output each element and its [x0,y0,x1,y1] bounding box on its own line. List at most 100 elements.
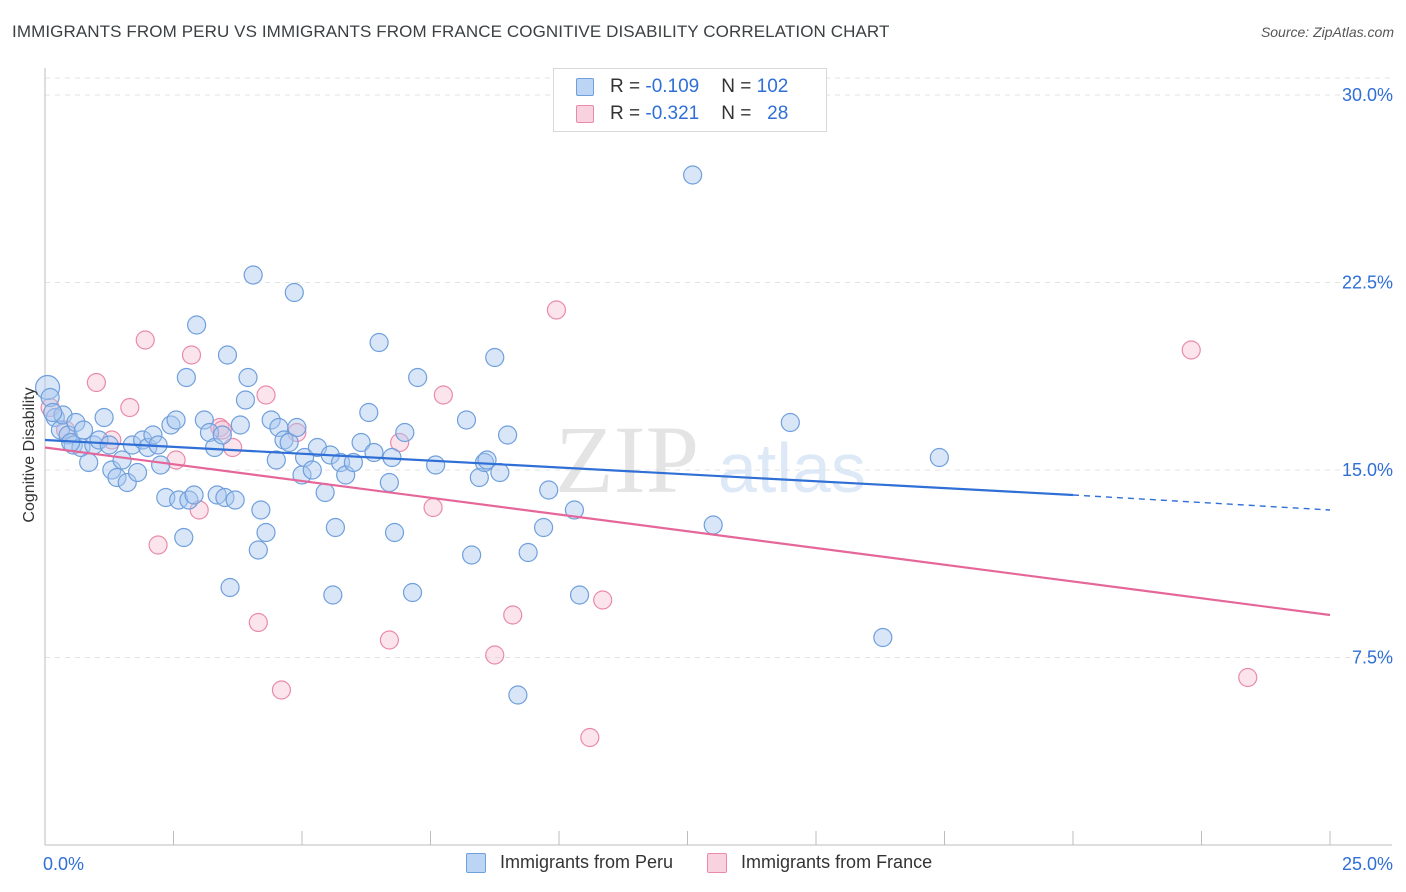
peru-point [274,430,294,450]
legend-item-peru[interactable]: Immigrants from Peru [466,852,673,873]
peru-point [117,472,137,493]
france-point [120,397,140,418]
peru-point [243,265,263,285]
peru-point [166,410,186,430]
france-point [390,432,410,453]
france-point [210,417,230,438]
peru-point [220,577,240,598]
peru-point [73,420,94,440]
axes [44,68,1392,846]
watermark-zip: ZIP [555,406,699,513]
watermark: ZIP atlas [555,406,866,513]
trend-lines [44,438,1331,617]
peru-point [533,517,554,538]
france-point [271,680,292,700]
peru-trend-line [44,438,1074,497]
peru-point [94,407,114,428]
stats-legend: R = -0.109 N = 102 R = -0.321 N = 28 [553,68,827,132]
france-point [256,385,276,405]
peru-point [284,282,304,303]
peru-point [187,315,207,335]
legend-n-value: 102 [756,76,789,97]
peru-point [212,425,232,445]
france-point [593,590,613,610]
peru-point [176,367,196,388]
peru-point [703,515,723,535]
y-tick-label: 22.5% [1342,273,1393,293]
legend-row-peru: R = -0.109 N = 102 [576,75,788,99]
peru-point [127,462,148,483]
tick-labels: 7.5% 15.0% 22.5% 30.0% 0.0% 25.0% [43,85,1393,874]
peru-point [384,522,405,543]
peru-point [184,485,204,505]
legend-r-label: R = [610,103,646,124]
peru-point [379,472,399,493]
x-tick-label: 25.0% [1342,854,1393,874]
peru-point [143,425,163,445]
peru-point [107,467,127,488]
peru-point [359,402,379,423]
peru-legend-swatch [466,852,486,873]
peru-point [99,435,119,455]
peru-point [207,485,227,505]
peru-point [518,542,538,563]
peru-trend-extension [1072,494,1331,511]
legend-row-france: R = -0.321 N = 28 [576,102,788,126]
peru-point [456,410,477,430]
chart-title: IMMIGRANTS FROM PERU VS IMMIGRANTS FROM … [12,22,890,41]
peru-point [315,482,335,503]
watermark-atlas: atlas [718,429,866,507]
peru-point [351,432,371,453]
x-tick-label: 0.0% [43,854,84,874]
peru-point [230,415,250,435]
france-legend-swatch [707,852,728,873]
peru-point [261,410,281,430]
peru-point [194,410,214,430]
peru-point [112,450,132,470]
peru-points [34,110,949,705]
france-point [86,372,107,393]
source-label: Source: ZipAtlas.com [1260,24,1394,40]
peru-point [539,480,559,500]
legend-n-value: 28 [756,103,789,124]
y-tick-label: 30.0% [1342,85,1393,105]
peru-point [426,455,446,475]
peru-point [66,412,86,433]
peru-point [235,390,256,410]
peru-point [174,527,194,548]
legend-n-label: N = [721,103,757,124]
peru-point [40,387,60,408]
peru-point [266,450,286,470]
legend-r-label: R = [610,76,646,97]
france-point [485,645,505,665]
france-point [433,385,453,405]
france-point [1238,667,1258,688]
france-swatch [576,105,594,123]
france-point [135,330,155,350]
series-legend: Immigrants from Peru Immigrants from Fra… [466,852,966,873]
legend-n-label: N = [721,76,757,97]
peru-point [469,467,489,488]
peru-point [43,402,63,423]
legend-r-value: -0.321 [645,103,700,124]
legend-item-france[interactable]: Immigrants from France [707,852,932,873]
peru-point [929,447,949,468]
peru-point [569,585,590,605]
peru-point [151,455,171,475]
peru-point [325,517,346,538]
peru-point [683,165,703,185]
peru-point [402,582,423,603]
y-tick-label: 15.0% [1342,460,1393,480]
peru-point [238,367,258,388]
peru-point [251,500,271,520]
peru-point [323,585,343,605]
france-trend-line [44,446,1331,617]
y-tick-label: 7.5% [1352,648,1393,668]
france-point [423,497,443,518]
legend-r-value: -0.109 [645,76,700,97]
peru-point [873,627,893,648]
peru-point [490,462,510,483]
legend-label-france: Immigrants from France [741,852,933,872]
france-point [503,605,523,625]
